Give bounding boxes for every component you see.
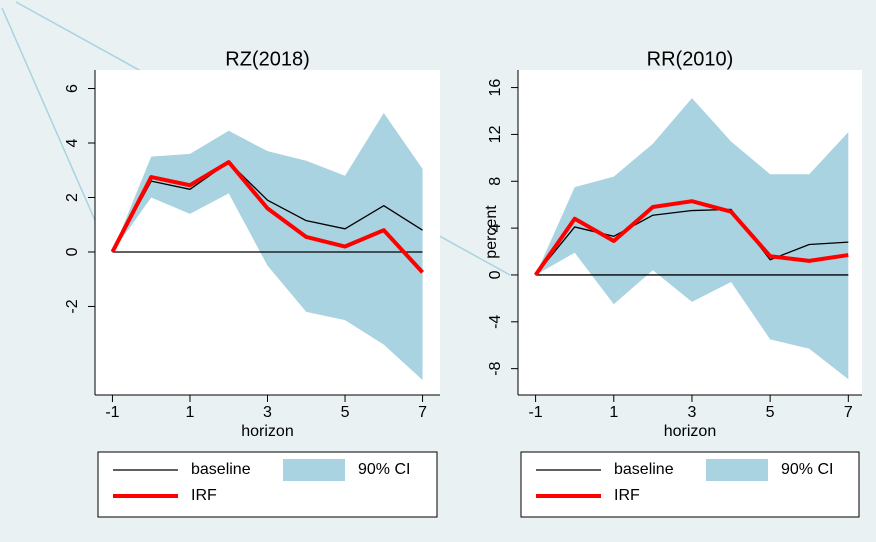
legend-box [97, 451, 438, 518]
legend-label: baseline [191, 461, 251, 478]
x-tick-label: 5 [766, 404, 775, 421]
ci-band [112, 113, 423, 381]
series-line [535, 208, 849, 276]
y-tick-label: -4 [487, 315, 504, 329]
legend-swatch [283, 459, 345, 481]
series-line [111, 161, 423, 253]
y-tick-label: 4 [487, 224, 504, 233]
x-tick-label: 3 [688, 404, 697, 421]
chart-title: RZ(2018) [225, 48, 309, 70]
x-tick-label: -1 [105, 404, 119, 421]
y-tick-label: 16 [487, 79, 504, 97]
x-tick-label: 1 [609, 404, 618, 421]
legend-label: 90% CI [358, 461, 410, 478]
x-tick-label: 7 [844, 404, 853, 421]
y-tick-label: -2 [64, 299, 81, 313]
x-tick-label: 3 [263, 404, 272, 421]
x-tick-label: 1 [186, 404, 195, 421]
x-tick-label: -1 [528, 404, 542, 421]
artifact-line [1, 7, 109, 251]
y-tick-label: 2 [64, 193, 81, 202]
y-tick-label: 0 [64, 247, 81, 256]
ci-band [535, 98, 849, 380]
legend-swatch [706, 459, 768, 481]
x-axis-label: horizon [241, 423, 293, 440]
series-line [110, 160, 425, 274]
y-tick-label: 4 [64, 138, 81, 147]
legend-label: 90% CI [781, 461, 833, 478]
y-tick-label: 0 [487, 270, 504, 279]
chart-title: RR(2010) [647, 48, 734, 70]
legend-label: baseline [614, 461, 674, 478]
legend-label: IRF [614, 487, 640, 504]
y-tick-label: 6 [64, 84, 81, 93]
y-tick-label: 8 [487, 177, 504, 186]
y-axis-label: percent [483, 205, 500, 259]
y-tick-label: -8 [487, 361, 504, 375]
x-tick-label: 5 [341, 404, 350, 421]
series-line [533, 199, 849, 277]
y-tick-label: 12 [487, 125, 504, 143]
x-tick-label: 7 [418, 404, 427, 421]
legend-box [520, 451, 860, 518]
legend-label: IRF [191, 487, 217, 504]
x-axis-label: horizon [664, 423, 716, 440]
